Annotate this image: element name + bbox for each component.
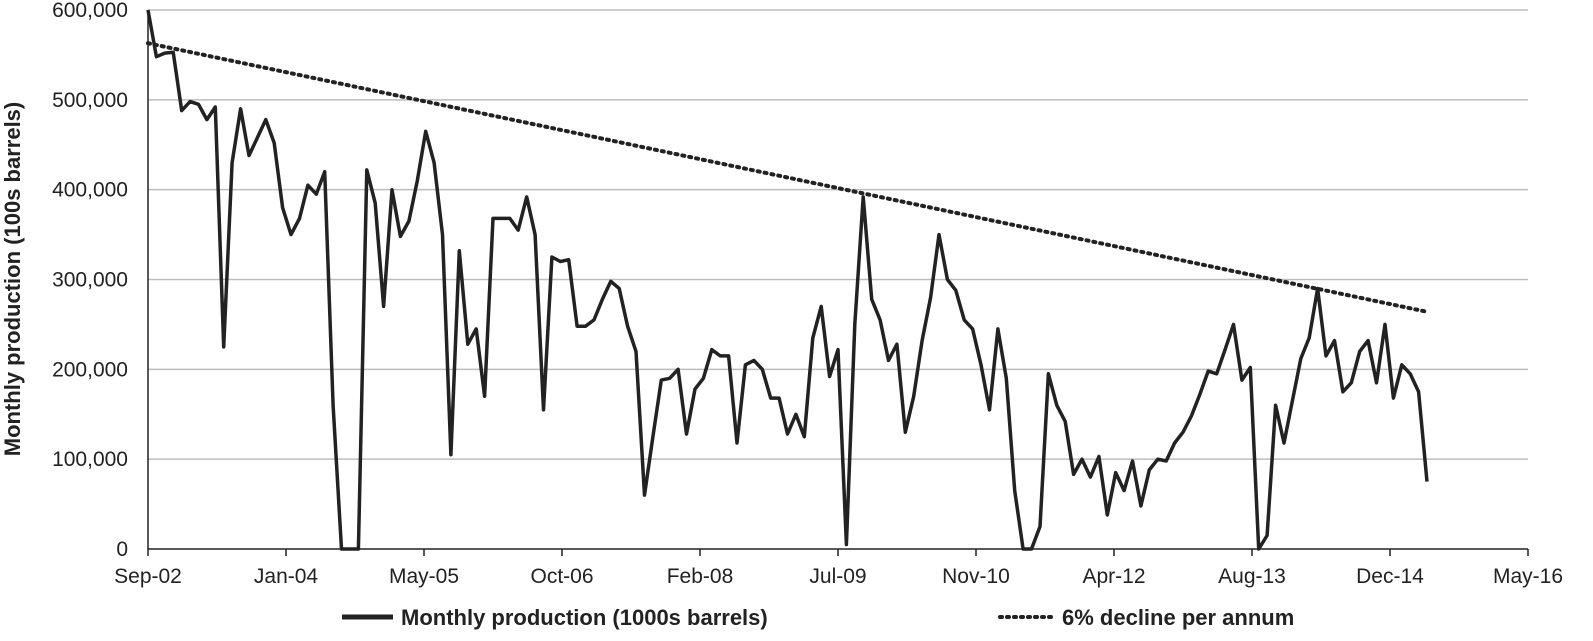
x-tick-label: Jul-09 <box>809 565 866 588</box>
x-tick-label: Dec-14 <box>1356 565 1424 588</box>
legend-item-monthly-production: Monthly production (1000s barrels) <box>342 605 768 630</box>
y-tick-label: 200,000 <box>52 358 128 381</box>
x-tick-label: Aug-13 <box>1218 565 1286 588</box>
x-tick-label: May-05 <box>389 565 459 588</box>
x-tick-label: Oct-06 <box>530 565 593 588</box>
legend-label-decline: 6% decline per annum <box>1062 605 1294 630</box>
legend: Monthly production (1000s barrels) 6% de… <box>342 605 1294 630</box>
series-lines <box>146 9 1429 551</box>
y-tick-labels: 0 100,000 200,000 300,000 400,000 500,000 600,… <box>52 0 128 561</box>
gridlines <box>148 9 1528 460</box>
y-tick-label: 500,000 <box>52 89 128 112</box>
x-tick-label: Jan-04 <box>254 565 319 588</box>
axes <box>147 10 1529 556</box>
legend-item-decline: 6% decline per annum <box>998 605 1294 630</box>
x-tick-label: Apr-12 <box>1082 565 1145 588</box>
y-axis-title: Monthly production (100s barrels) <box>0 102 25 457</box>
y-tick-label: 600,000 <box>52 0 128 22</box>
x-tick-label: May-16 <box>1493 565 1563 588</box>
y-tick-label: 100,000 <box>52 448 128 471</box>
series-line-decline-trend <box>146 41 1429 314</box>
x-tick-label: Feb-08 <box>667 565 734 588</box>
series-line-monthly-production <box>146 9 1429 551</box>
x-tick-label: Nov-10 <box>942 565 1010 588</box>
x-tick-label: Sep-02 <box>114 565 182 588</box>
y-tick-label: 0 <box>116 538 128 561</box>
y-tick-label: 400,000 <box>52 179 128 202</box>
x-tick-labels: Sep-02 Jan-04 May-05 Oct-06 Feb-08 Jul-09 Nov-… <box>114 565 1563 588</box>
y-tick-label: 300,000 <box>52 269 128 292</box>
legend-label-monthly-production: Monthly production (1000s barrels) <box>401 605 768 630</box>
